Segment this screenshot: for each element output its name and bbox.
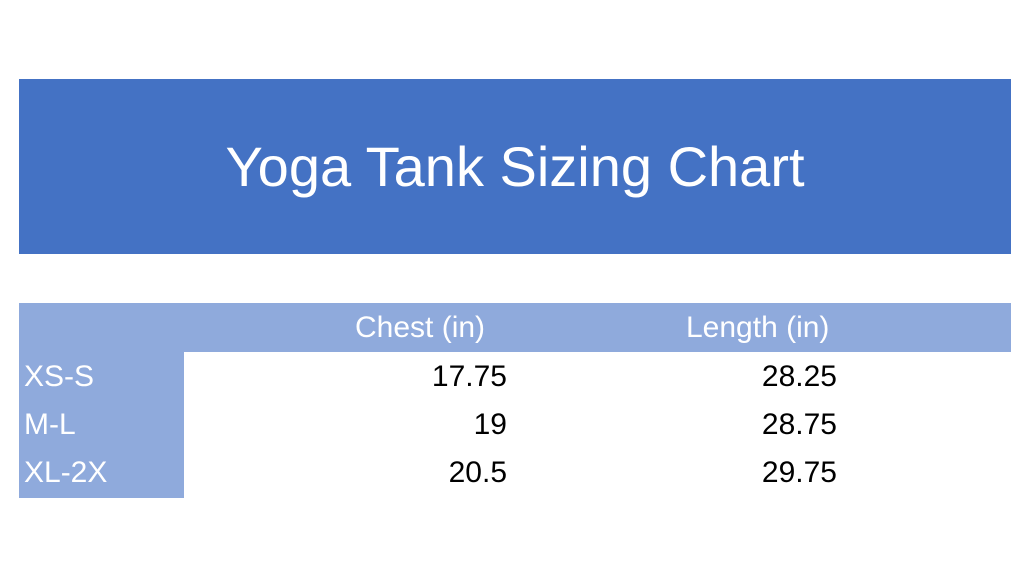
title-banner: Yoga Tank Sizing Chart	[19, 79, 1011, 254]
length-value: 28.75	[761, 408, 837, 441]
size-label: M-L	[24, 408, 76, 441]
chest-value: 20.5	[448, 456, 507, 489]
size-column	[19, 352, 184, 498]
length-value: 29.75	[761, 456, 837, 489]
header-length: Length (in)	[686, 311, 830, 344]
size-label: XL-2X	[24, 456, 108, 489]
header-chest: Chest (in)	[355, 311, 486, 344]
page-title: Yoga Tank Sizing Chart	[225, 135, 805, 198]
length-value: 28.25	[761, 360, 837, 393]
chest-value: 19	[473, 408, 507, 441]
size-label: XS-S	[24, 360, 95, 393]
table-header	[19, 303, 1011, 352]
chest-value: 17.75	[431, 360, 507, 393]
